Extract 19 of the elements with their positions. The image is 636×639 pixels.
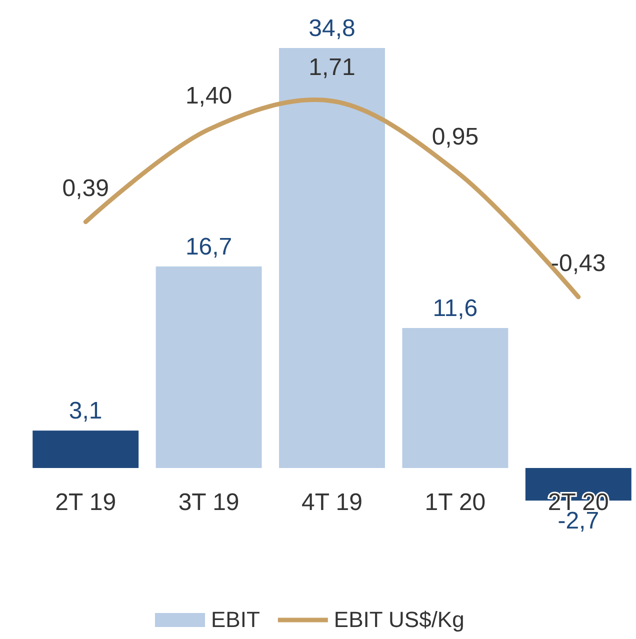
data-label: 16,7 [185, 233, 232, 260]
x-tick-label: 2T 19 [55, 489, 116, 516]
data-label: 34,8 [308, 15, 356, 42]
legend-label: EBIT [211, 607, 260, 632]
data-label: 1,71 [308, 54, 356, 81]
data-label: 0,39 [62, 174, 109, 202]
data-label: 11,6 [432, 295, 478, 322]
data-label: 3,1 [68, 398, 102, 425]
x-tick-label: 4T 19 [302, 489, 362, 516]
bar [279, 48, 385, 468]
data-label: -0,43 [551, 250, 606, 277]
x-tick-label: 1T 20 [424, 489, 486, 516]
x-tick-label: 3T 19 [178, 489, 240, 516]
bar [402, 328, 508, 468]
legend-label: EBIT US$/Kg [334, 607, 464, 632]
data-label: 0,95 [432, 124, 479, 151]
bar [156, 266, 262, 468]
data-label: 1,40 [185, 82, 232, 110]
bar [32, 430, 139, 468]
